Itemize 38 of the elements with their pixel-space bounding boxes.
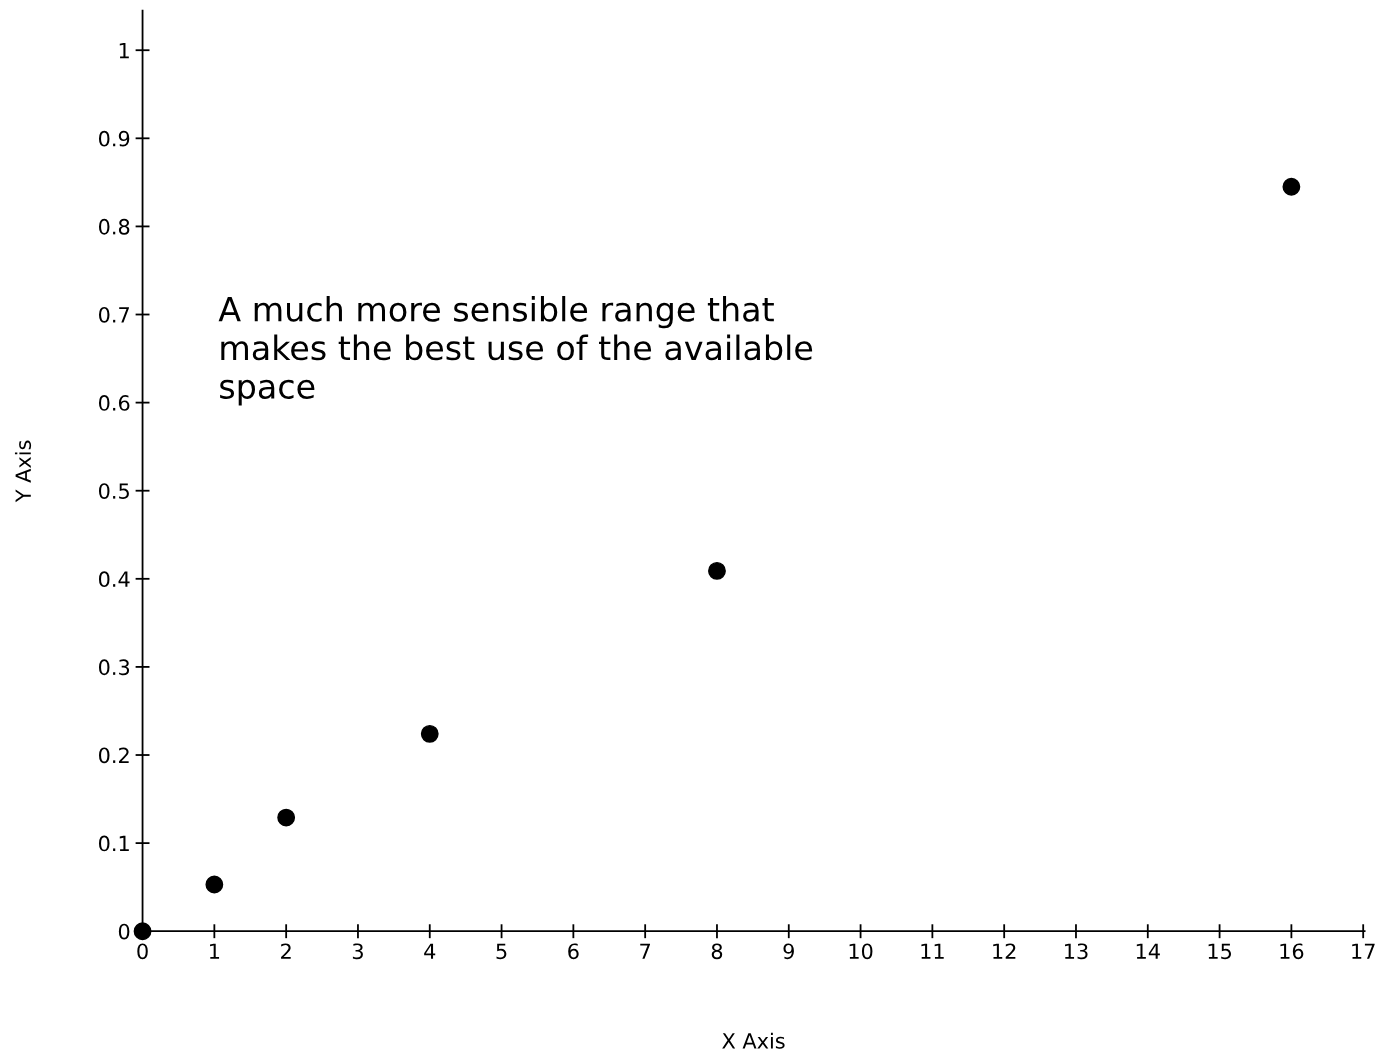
x-axis-title: X Axis <box>722 1032 785 1049</box>
y-tick-label: 0 <box>118 923 130 940</box>
y-tick-label: 0.9 <box>98 130 130 147</box>
x-tick-label: 4 <box>424 943 436 959</box>
point <box>205 875 224 894</box>
y-axis-title: Y Axis <box>14 440 32 503</box>
x-tick-label: 16 <box>1280 943 1304 960</box>
x-tick-label: 3 <box>352 943 363 960</box>
y-tick-label: 0.8 <box>98 218 130 235</box>
x-tick-label: 9 <box>783 943 794 960</box>
x-tick-label: 5 <box>496 943 507 960</box>
y-tick-label: 0.7 <box>98 306 129 323</box>
point <box>133 922 152 941</box>
y-tick-label: 0.2 <box>98 747 129 764</box>
x-tick-label: 2 <box>281 943 291 959</box>
x-tick-label: 10 <box>849 943 873 960</box>
x-tick-label: 15 <box>1208 943 1232 960</box>
y-tick-label: 0.4 <box>98 571 130 588</box>
y-tick-label: 0.6 <box>98 395 130 411</box>
y-tick-label: 1 <box>119 42 129 59</box>
x-tick-label: 1 <box>210 943 220 959</box>
y-tick-label: 0.1 <box>98 835 129 852</box>
x-tick-label: 13 <box>1065 943 1088 960</box>
x-tick-label: 8 <box>711 943 723 960</box>
point <box>1282 177 1301 196</box>
x-tick-label: 17 <box>1352 943 1375 959</box>
y-tick-label: 0.3 <box>98 659 130 676</box>
point <box>708 561 726 580</box>
x-tick-label: 11 <box>921 943 944 959</box>
x-tick-label: 7 <box>640 943 651 959</box>
point <box>420 724 439 743</box>
annotation: A much more sensible range that makes the best use of the available space <box>218 295 813 406</box>
x-tick-label: 6 <box>568 943 579 960</box>
y-tick-label: 0.5 <box>98 483 129 499</box>
x-tick-label: 0 <box>137 943 148 960</box>
x-tick-label: 12 <box>993 943 1016 959</box>
point <box>277 808 296 827</box>
x-tick-label: 14 <box>1136 943 1160 959</box>
